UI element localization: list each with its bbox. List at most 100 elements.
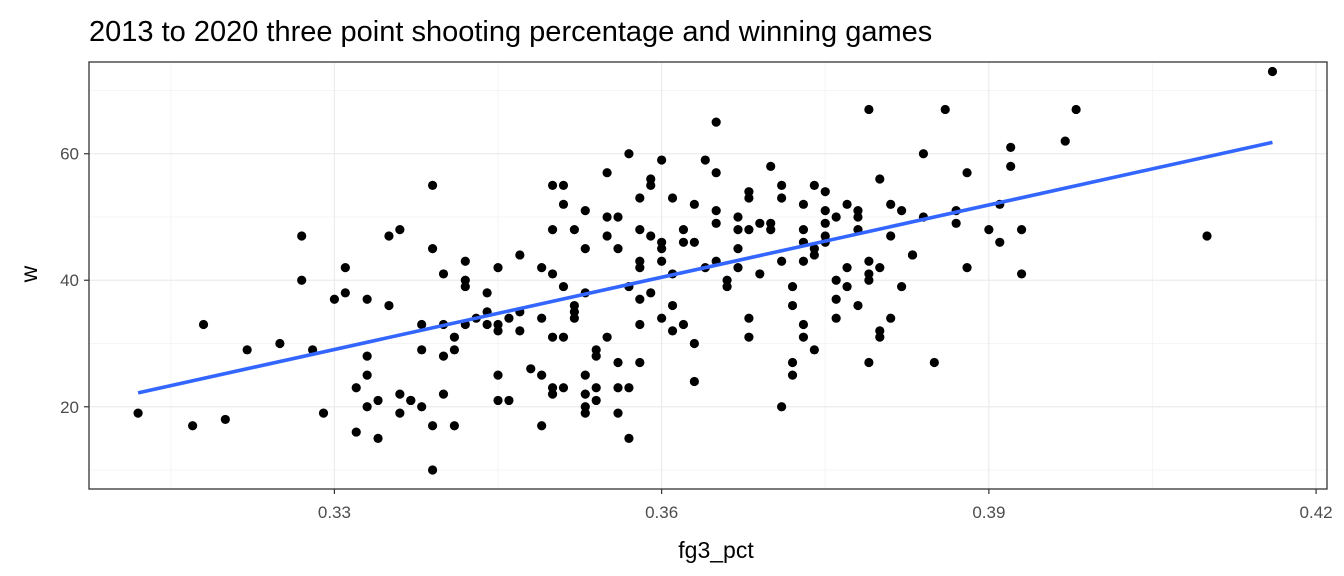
data-point [820, 187, 830, 197]
data-point [657, 155, 667, 165]
data-point [897, 206, 907, 216]
data-point [722, 275, 732, 285]
data-point [547, 383, 558, 393]
minor-gridlines [89, 62, 1327, 489]
data-point [853, 212, 863, 222]
data-point [689, 199, 699, 209]
data-point [602, 168, 612, 178]
data-point [777, 180, 787, 190]
data-point [417, 402, 427, 412]
data-point [449, 332, 460, 342]
data-point [657, 256, 667, 266]
data-point [962, 262, 972, 273]
major-gridlines [89, 62, 1327, 489]
data-point [820, 231, 830, 241]
x-tick-label: 0.36 [645, 503, 678, 522]
data-point [689, 338, 699, 349]
data-point [1006, 142, 1016, 152]
data-point [482, 288, 492, 298]
data-point [580, 206, 590, 216]
data-point [613, 408, 623, 418]
data-point [373, 433, 383, 443]
y-axis-label: w [16, 265, 42, 283]
data-point [646, 174, 656, 184]
data-point [853, 300, 863, 311]
data-point [133, 408, 143, 418]
data-point [755, 218, 765, 228]
data-point [842, 262, 852, 273]
data-point [558, 180, 569, 190]
data-point [537, 262, 547, 273]
data-point [831, 275, 841, 285]
data-point [635, 357, 645, 368]
data-point [493, 326, 503, 336]
data-point [886, 313, 896, 323]
data-point [864, 357, 874, 368]
data-point [711, 117, 721, 127]
data-point [667, 300, 678, 311]
data-point [842, 199, 852, 209]
data-point [384, 300, 394, 311]
data-point [504, 313, 514, 323]
data-point [449, 345, 460, 355]
data-point [831, 212, 841, 222]
data-point [907, 250, 918, 260]
data-point [646, 231, 656, 241]
data-point [689, 376, 699, 387]
x-axis: 0.33 0.36 0.39 0.42 [318, 489, 1333, 522]
data-point [842, 281, 852, 292]
data-point [635, 193, 645, 203]
x-tick-label: 0.39 [972, 503, 1005, 522]
data-point [460, 256, 470, 266]
data-point [547, 269, 558, 279]
data-point [929, 357, 939, 368]
data-point [635, 294, 645, 304]
data-point [733, 212, 743, 222]
data-point [427, 465, 438, 475]
data-point [864, 256, 874, 266]
data-point [340, 288, 350, 298]
data-point [875, 332, 885, 342]
data-point [809, 180, 819, 190]
data-point [591, 351, 601, 361]
data-point [460, 281, 470, 292]
data-point [646, 288, 656, 298]
data-point [569, 307, 579, 317]
data-point [787, 370, 798, 380]
data-point [591, 383, 601, 393]
data-point [558, 332, 569, 342]
data-point [962, 168, 972, 178]
data-point [493, 395, 503, 406]
data-point [1267, 66, 1278, 77]
data-point [864, 269, 874, 279]
data-point [351, 427, 361, 437]
data-point [798, 319, 809, 330]
data-point [831, 313, 841, 323]
data-point [558, 199, 569, 209]
data-point [755, 269, 765, 279]
data-point [678, 319, 689, 330]
data-point [886, 231, 896, 241]
data-point [635, 225, 645, 235]
data-point [678, 225, 689, 235]
data-point [580, 402, 590, 412]
trend-line [137, 140, 1273, 395]
data-point [602, 332, 612, 342]
data-point [875, 326, 885, 336]
data-point [624, 433, 634, 443]
data-point [460, 275, 470, 285]
data-point [744, 225, 754, 235]
data-point [188, 421, 198, 431]
data-point [657, 244, 667, 254]
y-tick-label: 60 [60, 145, 79, 164]
data-point [580, 408, 590, 418]
data-point [831, 294, 841, 304]
data-point [504, 395, 514, 406]
data-point [667, 326, 678, 336]
data-point [897, 281, 907, 292]
data-point [787, 281, 798, 292]
data-point [646, 180, 656, 190]
data-point [438, 389, 449, 399]
y-tick-label: 20 [60, 398, 79, 417]
data-point [853, 206, 863, 216]
